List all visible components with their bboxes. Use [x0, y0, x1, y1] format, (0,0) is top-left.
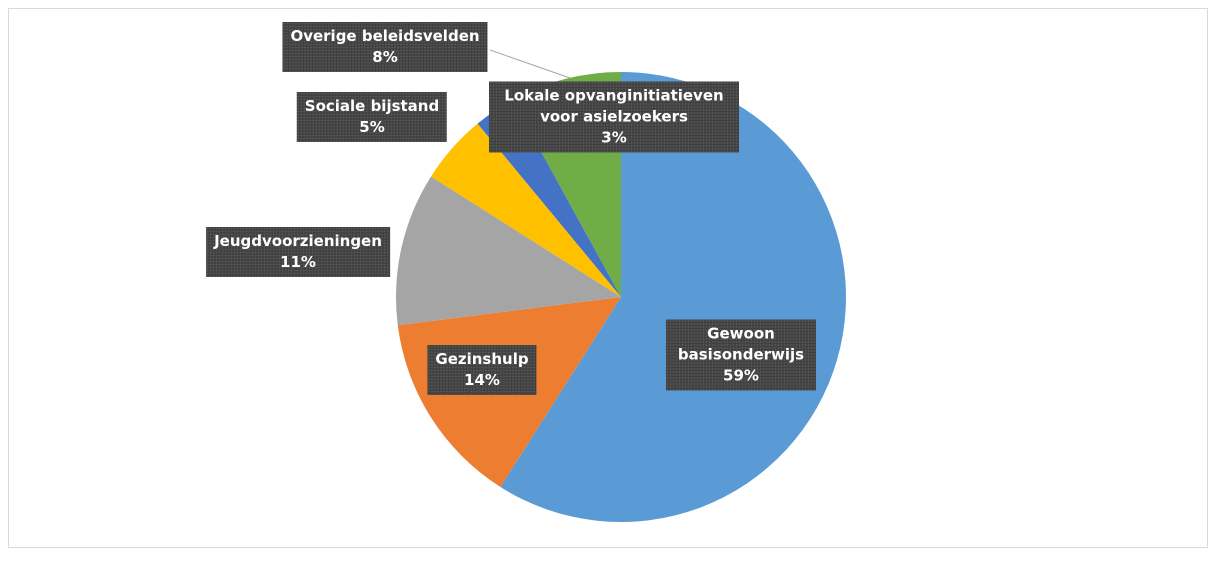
label-category: Gezinshulp	[435, 350, 529, 368]
chart-frame	[8, 8, 1208, 548]
label-value: 3%	[601, 128, 627, 147]
label-value: 59%	[723, 366, 759, 385]
data-label: Jeugdvoorzieningen 11%	[206, 227, 390, 277]
data-label: Overige beleidsvelden 8%	[282, 22, 488, 72]
label-value: 5%	[359, 118, 385, 136]
label-category: Gewoon basisonderwijs	[677, 324, 805, 364]
leader-line	[489, 49, 571, 79]
label-category: Sociale bijstand	[304, 97, 440, 115]
label-category: Jeugdvoorzieningen	[214, 232, 382, 250]
data-label: Gezinshulp 14%	[427, 345, 537, 395]
data-label: Sociale bijstand 5%	[296, 92, 448, 142]
pie-slice	[396, 176, 621, 326]
label-category: Overige beleidsvelden	[290, 27, 480, 45]
data-label: Lokale opvanginitiatieven voor asielzoek…	[489, 81, 739, 153]
data-label: Gewoon basisonderwijs 59%	[666, 319, 816, 391]
pie-slice	[500, 72, 846, 522]
pie-slice	[431, 123, 621, 297]
label-value: 11%	[280, 253, 316, 271]
label-category: Lokale opvanginitiatieven voor asielzoek…	[504, 86, 724, 126]
label-value: 8%	[372, 48, 398, 66]
label-value: 14%	[464, 371, 500, 389]
